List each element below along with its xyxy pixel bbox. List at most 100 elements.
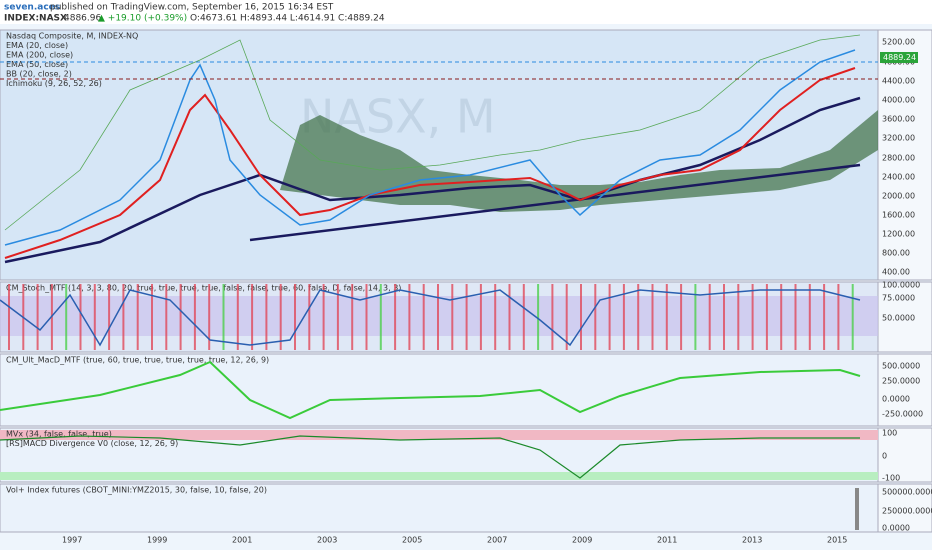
stoch-bar bbox=[394, 284, 397, 350]
ema-200 bbox=[4, 96, 861, 264]
stoch-bar bbox=[708, 284, 711, 350]
axis-label: 2800.00 bbox=[882, 154, 915, 163]
stoch-bar bbox=[537, 284, 540, 350]
x-tick-label: 2011 bbox=[657, 536, 677, 545]
axis-label: 4000.00 bbox=[882, 96, 915, 105]
stoch-bar bbox=[308, 284, 311, 350]
stoch-bar bbox=[193, 284, 196, 350]
stoch-bar bbox=[208, 284, 211, 350]
change: ▲ +19.10 (+0.39%) bbox=[98, 14, 187, 24]
stoch-bar bbox=[851, 284, 854, 350]
stoch-bar bbox=[580, 284, 582, 350]
published: published on TradingView.com, September … bbox=[50, 3, 334, 13]
stoch-bar bbox=[108, 284, 111, 350]
price-badge-text: 4889.24 bbox=[883, 53, 916, 62]
stoch-bar bbox=[265, 284, 268, 350]
header-bar bbox=[0, 0, 932, 24]
stoch-bar bbox=[622, 284, 625, 350]
axis-label: 0 bbox=[882, 452, 887, 461]
stoch-bar bbox=[551, 284, 554, 350]
axis-label: 5200.00 bbox=[882, 38, 915, 47]
price-axis bbox=[877, 29, 932, 281]
ema-20 bbox=[4, 67, 856, 259]
axis-label: 250.0000 bbox=[882, 377, 920, 386]
axis-label: 3600.00 bbox=[882, 115, 915, 124]
axis-label: 800.00 bbox=[882, 249, 910, 258]
price-axis bbox=[877, 483, 932, 533]
stoch-bar bbox=[823, 284, 826, 350]
stoch-bar bbox=[408, 284, 411, 350]
author: seven.aces bbox=[4, 3, 60, 13]
stoch-bar bbox=[351, 284, 354, 350]
stoch-bar bbox=[680, 284, 683, 350]
stoch-bar bbox=[737, 284, 740, 350]
macd-line bbox=[0, 360, 861, 420]
stoch-bar bbox=[479, 284, 482, 350]
axis-label: -250.0000 bbox=[882, 410, 923, 419]
bollinger-upper bbox=[4, 34, 861, 231]
pane-label: BB (20, close, 2) bbox=[6, 70, 72, 79]
stoch-bar bbox=[723, 284, 725, 350]
ohlc: O:4673.61 H:4893.44 L:4614.91 C:4889.24 bbox=[190, 14, 385, 24]
stoch-bar bbox=[422, 284, 425, 350]
stoch-bar bbox=[565, 284, 568, 350]
stoch-k bbox=[0, 289, 861, 347]
stoch-bar bbox=[251, 284, 254, 350]
x-tick-label: 1999 bbox=[147, 536, 167, 545]
axis-label: 250000.0000 bbox=[882, 507, 932, 516]
stoch-bar bbox=[651, 284, 654, 350]
trend-line bbox=[249, 163, 861, 242]
stoch-bar bbox=[365, 284, 368, 350]
stoch-bar bbox=[637, 284, 640, 350]
pane bbox=[0, 353, 879, 427]
stoch-bar bbox=[808, 284, 811, 350]
stoch-bar bbox=[65, 284, 68, 350]
stoch-bar bbox=[93, 284, 96, 350]
stoch-bar bbox=[465, 284, 468, 350]
pane-label: MVx (34, false, false, true) bbox=[6, 430, 112, 439]
stoch-bar bbox=[294, 284, 296, 350]
x-tick-label: 1997 bbox=[62, 536, 82, 545]
stoch-bar bbox=[279, 284, 282, 350]
stoch-bar bbox=[151, 284, 153, 350]
price-drawing: NASX, M bbox=[0, 34, 878, 530]
volume-spike bbox=[855, 488, 859, 530]
stoch-bar bbox=[508, 284, 511, 350]
axis-label: 75.0000 bbox=[882, 294, 915, 303]
price-badge bbox=[880, 52, 918, 63]
stoch-bar bbox=[451, 284, 454, 350]
stoch-bar bbox=[494, 284, 497, 350]
price bbox=[4, 49, 856, 246]
axis-label: 400.00 bbox=[882, 268, 910, 277]
ob-band bbox=[0, 430, 878, 440]
last: 4886.96 bbox=[64, 14, 101, 24]
x-tick-label: 2009 bbox=[572, 536, 592, 545]
axis-label: 100.0000 bbox=[882, 281, 920, 290]
stoch-bar bbox=[608, 284, 611, 350]
pane-label: Vol+ Index futures (CBOT_MINI:YMZ2015, 3… bbox=[6, 486, 267, 495]
mvx-line bbox=[0, 435, 860, 479]
price-axis bbox=[877, 281, 932, 353]
pane-label: CM_Ult_MacD_MTF (true, 60, true, true, t… bbox=[6, 356, 269, 365]
axis-label: 500000.0000 bbox=[882, 488, 932, 497]
pane-label: Nasdaq Composite, M, INDEX-NQ bbox=[6, 32, 138, 41]
pane-label: Ichimoku (9, 26, 52, 26) bbox=[6, 79, 102, 88]
stoch-bar bbox=[780, 284, 783, 350]
stoch-bar bbox=[837, 284, 840, 350]
axis-label: 3200.00 bbox=[882, 134, 915, 143]
stoch-bar bbox=[165, 284, 168, 350]
price-axis bbox=[877, 427, 932, 483]
stoch-bar bbox=[36, 284, 39, 350]
stoch-bar bbox=[8, 284, 10, 350]
x-tick-label: 2013 bbox=[742, 536, 762, 545]
stoch-bar bbox=[322, 284, 325, 350]
os-band bbox=[0, 472, 878, 480]
x-tick-label: 2005 bbox=[402, 536, 422, 545]
stoch-bar bbox=[751, 284, 754, 350]
pane-label: CM_Stoch_MTF (14, 3, 3, 80, 20, true, tr… bbox=[6, 284, 401, 293]
pane-label: EMA (20, close) bbox=[6, 41, 68, 50]
axis-label: 500.0000 bbox=[882, 362, 920, 371]
stoch-bar bbox=[522, 284, 525, 350]
axis-label: 100 bbox=[882, 429, 897, 438]
